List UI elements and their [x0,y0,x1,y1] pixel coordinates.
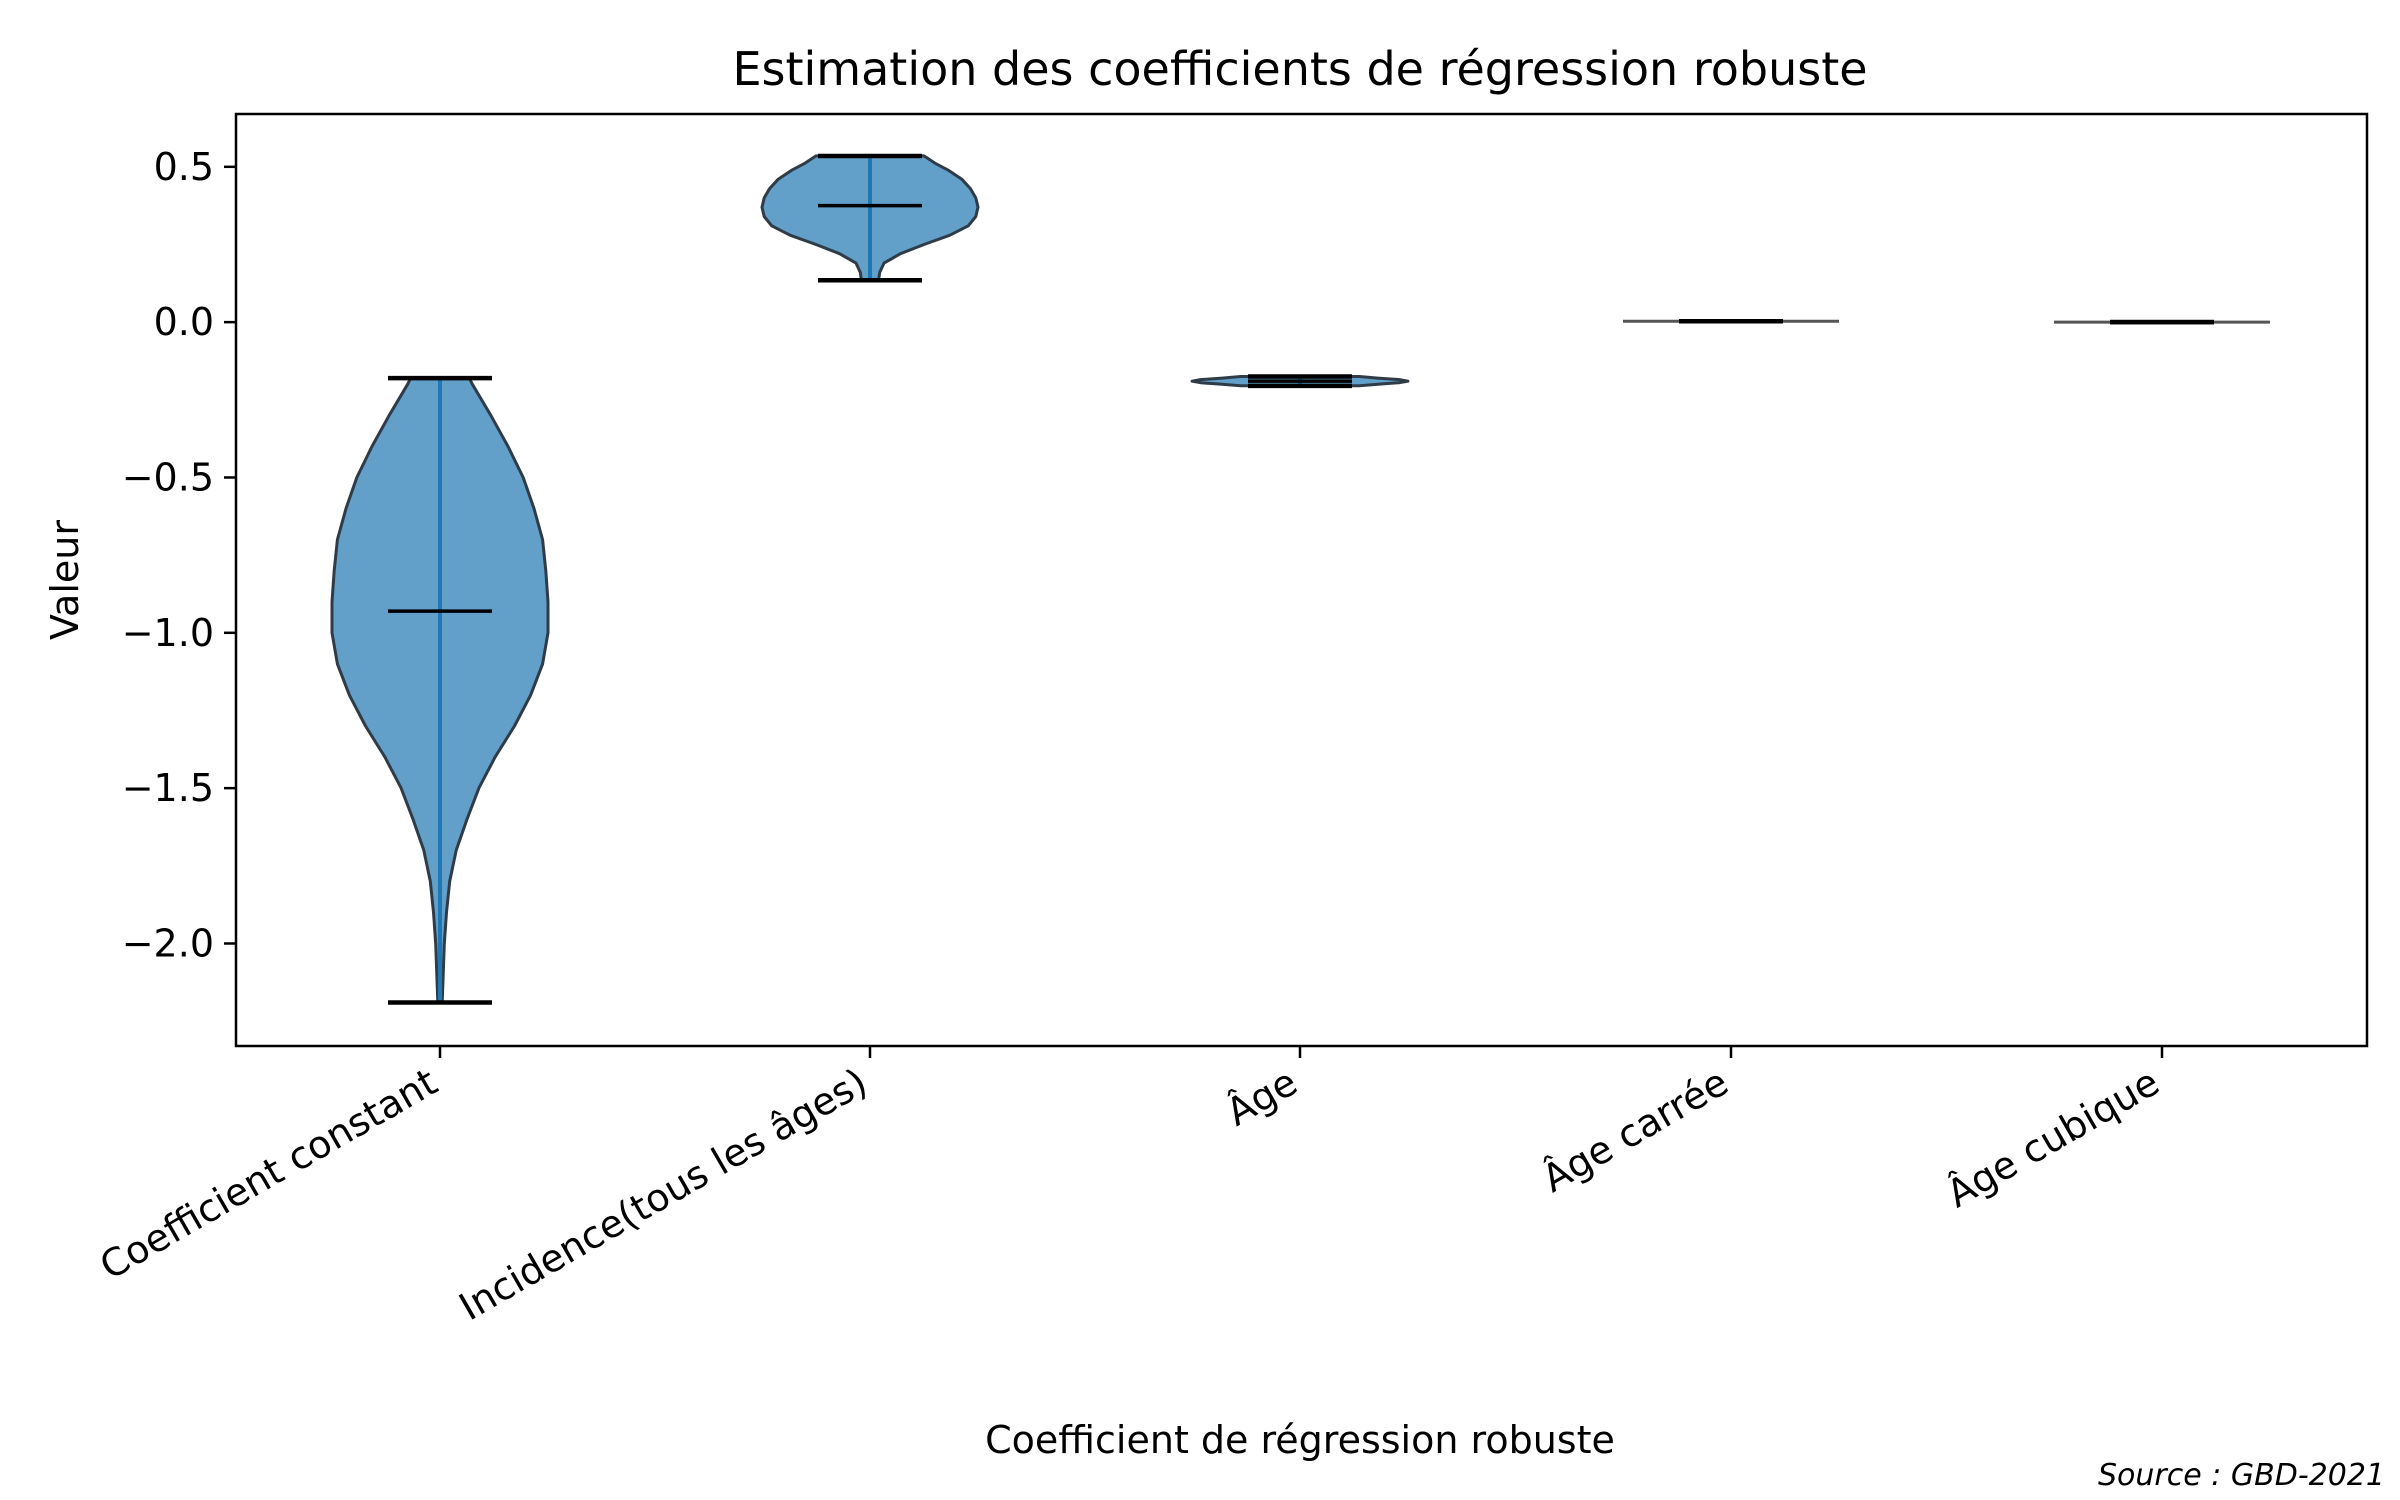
plot-frame [234,112,2369,1048]
violin-group [1190,374,1410,389]
chart-title: Estimation des coefficients de régressio… [732,42,1867,96]
y-tick-label: −1.0 [122,611,214,655]
y-tick-label: −2.0 [122,921,214,965]
y-tick-label: −0.5 [122,455,214,499]
violin-layer [330,153,2270,1005]
y-tick-label: 0.5 [154,145,214,189]
violin-group [760,153,980,283]
x-axis-label: Coefficient de régression robuste [985,1418,1615,1462]
y-tick-label: 0.0 [154,300,214,344]
source-note: Source : GBD-2021 [2098,1458,2385,1493]
y-axis: 0.5 0.0 −0.5 −1.0 −1.5 −2.0 [122,145,236,965]
y-tick-label: −1.5 [122,766,214,810]
y-axis-label: Valeur [43,520,87,640]
violin-group [330,375,550,1005]
